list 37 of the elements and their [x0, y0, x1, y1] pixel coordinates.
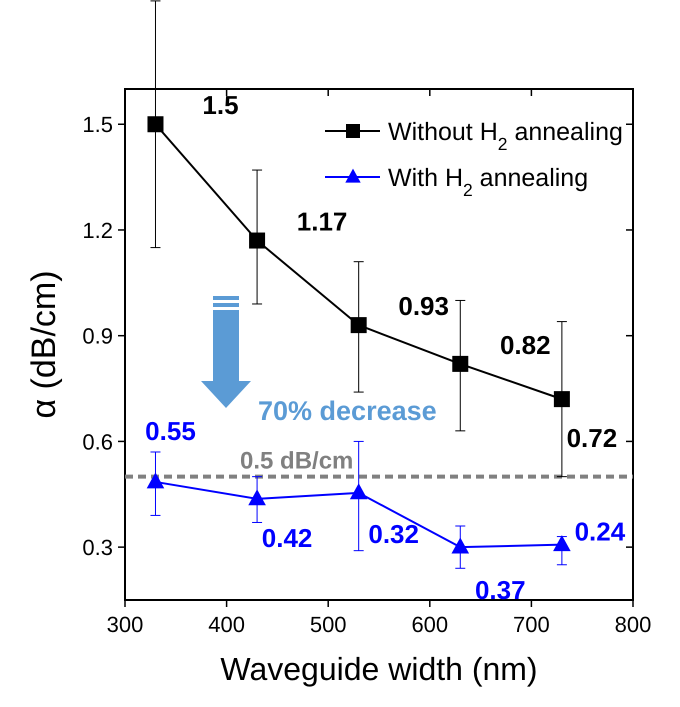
point [553, 535, 571, 552]
x-tick-label: 800 [614, 612, 652, 637]
data-label: 0.93 [398, 291, 449, 322]
data-label: 0.82 [500, 330, 551, 360]
data-label: 1.5 [202, 90, 239, 120]
point [452, 356, 468, 372]
point [350, 483, 368, 500]
y-tick-label: 0.9 [82, 324, 113, 349]
annotation: 0.42 [262, 522, 312, 553]
x-axis-title: Waveguide width (nm) [220, 651, 538, 687]
x-tick-label: 300 [106, 612, 144, 637]
y-axis-title: α (dB/cm) [25, 270, 63, 419]
y-tick-label: 1.2 [82, 218, 113, 243]
point [554, 391, 570, 408]
data-label: 1.17 [296, 206, 348, 237]
annotation: 0.37 [474, 575, 526, 606]
x-tick-label: 500 [310, 612, 347, 637]
annotation: 0.24 [574, 516, 626, 547]
ref-line-label: 0.5 dB/cm [240, 448, 354, 475]
annotation: 0.32 [368, 518, 419, 549]
point [147, 116, 164, 132]
y-tick-label: 1.5 [82, 112, 113, 138]
point [248, 489, 266, 506]
point [146, 472, 164, 488]
x-tick-label: 400 [208, 612, 245, 637]
y-tick-label: 0.6 [82, 429, 113, 454]
legend-label: With H$_{2}$ annealing [388, 164, 588, 200]
point [249, 232, 266, 249]
annotation: 70% decrease [258, 396, 437, 426]
data-label: 0.72 [566, 423, 618, 454]
point [451, 538, 470, 554]
legend-label: Without H$_{2}$ annealing [388, 118, 623, 154]
x-tick-label: 600 [411, 612, 448, 637]
point [350, 317, 367, 334]
x-tick-label: 700 [513, 612, 550, 637]
annotation: 0.55 [145, 416, 196, 446]
y-tick-label: 0.3 [82, 535, 113, 560]
